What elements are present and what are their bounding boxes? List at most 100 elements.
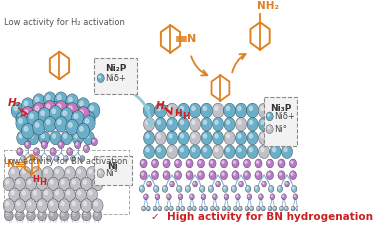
Circle shape (188, 206, 191, 211)
Circle shape (16, 115, 29, 131)
Circle shape (291, 206, 295, 211)
Circle shape (188, 161, 190, 164)
Circle shape (85, 115, 89, 119)
Circle shape (3, 177, 14, 191)
Circle shape (27, 114, 39, 130)
Circle shape (270, 187, 271, 189)
Circle shape (238, 206, 242, 211)
Circle shape (72, 180, 75, 184)
FancyBboxPatch shape (94, 156, 132, 185)
Circle shape (146, 120, 149, 124)
Circle shape (280, 207, 282, 209)
Circle shape (146, 106, 149, 110)
Circle shape (24, 141, 31, 149)
Circle shape (226, 148, 230, 152)
Text: N: N (187, 34, 196, 44)
Circle shape (5, 210, 13, 221)
Circle shape (247, 131, 258, 145)
Circle shape (22, 191, 25, 195)
Circle shape (227, 206, 231, 211)
Circle shape (181, 206, 185, 211)
Circle shape (144, 145, 155, 159)
Circle shape (182, 207, 183, 209)
Circle shape (258, 103, 270, 118)
Circle shape (74, 134, 78, 138)
Circle shape (25, 177, 36, 191)
Circle shape (208, 185, 214, 192)
Circle shape (233, 161, 235, 164)
Circle shape (153, 206, 157, 211)
Circle shape (52, 113, 56, 117)
Circle shape (22, 157, 23, 159)
Circle shape (44, 191, 48, 195)
FancyBboxPatch shape (264, 97, 297, 146)
Circle shape (68, 97, 72, 102)
Circle shape (61, 131, 72, 145)
Circle shape (222, 206, 226, 211)
Circle shape (191, 195, 192, 197)
Circle shape (89, 191, 92, 195)
Circle shape (71, 210, 80, 221)
Circle shape (224, 194, 229, 200)
Circle shape (140, 159, 147, 168)
Circle shape (239, 181, 243, 187)
Circle shape (176, 173, 178, 175)
Circle shape (71, 110, 84, 126)
Circle shape (251, 207, 252, 209)
Circle shape (27, 210, 35, 221)
Circle shape (85, 147, 86, 149)
Circle shape (166, 103, 178, 118)
Circle shape (203, 134, 206, 138)
Circle shape (91, 138, 97, 146)
Circle shape (158, 148, 161, 152)
Circle shape (59, 199, 70, 212)
Circle shape (93, 210, 102, 221)
Circle shape (232, 159, 239, 168)
Circle shape (209, 171, 216, 180)
Circle shape (14, 199, 25, 212)
Circle shape (24, 101, 28, 105)
Circle shape (235, 117, 247, 131)
Circle shape (284, 120, 287, 124)
Circle shape (33, 191, 36, 195)
Circle shape (154, 207, 155, 209)
Circle shape (6, 202, 9, 206)
Circle shape (224, 187, 225, 189)
Circle shape (19, 119, 22, 123)
Circle shape (80, 110, 83, 114)
Circle shape (33, 148, 39, 156)
Circle shape (92, 177, 103, 191)
Circle shape (238, 120, 241, 124)
Circle shape (226, 120, 230, 124)
Circle shape (39, 212, 42, 215)
Circle shape (21, 123, 34, 139)
Circle shape (263, 182, 264, 184)
Circle shape (38, 210, 46, 221)
Circle shape (9, 188, 20, 202)
Circle shape (158, 206, 162, 211)
Circle shape (201, 187, 202, 189)
Circle shape (147, 181, 152, 187)
Circle shape (52, 105, 56, 110)
Circle shape (224, 131, 235, 145)
Circle shape (144, 194, 148, 200)
Circle shape (49, 110, 62, 125)
Circle shape (171, 182, 172, 184)
Circle shape (90, 106, 94, 110)
Circle shape (42, 166, 53, 180)
Circle shape (58, 120, 61, 124)
Circle shape (215, 120, 218, 124)
Circle shape (78, 191, 81, 195)
Circle shape (9, 166, 20, 180)
Circle shape (180, 106, 183, 110)
Circle shape (177, 207, 178, 209)
Text: H: H (32, 175, 39, 184)
Circle shape (71, 156, 75, 161)
Circle shape (36, 199, 48, 212)
Circle shape (284, 106, 287, 110)
Circle shape (199, 161, 201, 164)
Circle shape (203, 148, 206, 152)
Circle shape (243, 171, 250, 180)
Circle shape (76, 143, 78, 145)
Circle shape (268, 161, 270, 164)
